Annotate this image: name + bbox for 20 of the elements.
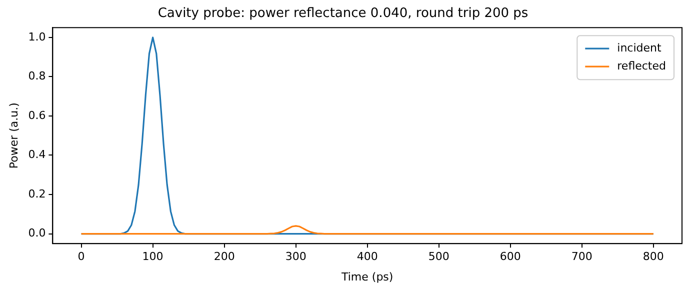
x-tick-label: 200: [214, 250, 235, 264]
x-axis-title: Time (ps): [340, 270, 394, 284]
y-tick-label: 0.8: [28, 70, 46, 83]
chart-title: Cavity probe: power reflectance 0.040, round trip 200 ps: [158, 6, 528, 22]
x-tick-label: 300: [285, 250, 306, 264]
legend-label: incident: [617, 41, 662, 54]
x-tick-label: 500: [428, 250, 450, 264]
x-tick-label: 700: [571, 250, 592, 264]
y-tick-label: 0.0: [28, 226, 46, 240]
x-tick-label: 0: [78, 250, 85, 264]
y-tick-label: 0.6: [28, 108, 46, 122]
legend-label: reflected: [617, 59, 666, 72]
x-tick-label: 400: [356, 250, 378, 264]
y-tick-label: 0.4: [28, 148, 46, 162]
x-tick-label: 100: [142, 250, 164, 264]
y-axis-title: Power (a.u.): [7, 102, 20, 169]
y-tick-label: 1.0: [28, 30, 46, 44]
x-tick-label: 800: [642, 250, 664, 264]
x-tick-label: 600: [500, 250, 521, 264]
y-tick-label: 0.2: [28, 187, 46, 200]
